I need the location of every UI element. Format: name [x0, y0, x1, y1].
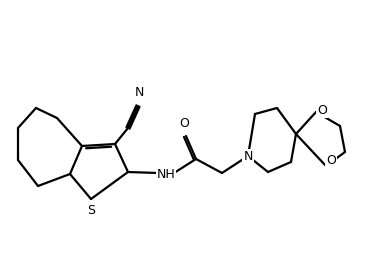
Text: N: N — [243, 150, 253, 163]
Text: S: S — [87, 204, 95, 217]
Text: N: N — [243, 150, 253, 163]
Text: NH: NH — [157, 167, 175, 180]
Text: N: N — [134, 86, 144, 99]
Text: O: O — [317, 103, 327, 116]
Text: O: O — [179, 117, 189, 130]
Text: O: O — [326, 155, 336, 167]
